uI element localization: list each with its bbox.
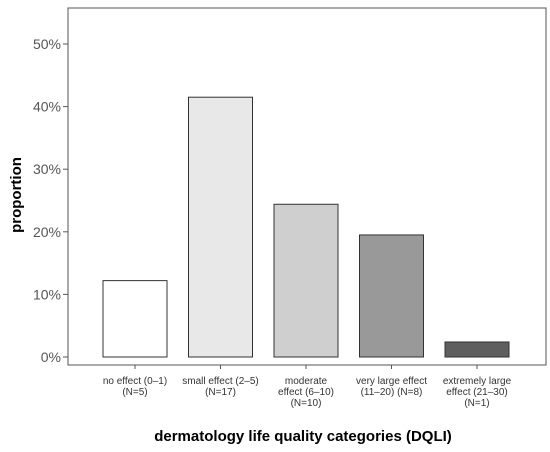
bar (102, 280, 168, 358)
x-category-label: very large effect (11–20) (N=8) (356, 376, 427, 398)
x-category-label: moderate effect (6–10) (N=10) (278, 376, 334, 409)
y-axis-title: proportion (8, 157, 25, 233)
x-axis-categories: no effect (0–1) (N=5) small effect (2–5) (N… (103, 365, 512, 409)
x-category-label: extremely large effect (21–30) (N=1) (443, 376, 512, 409)
y-tick-label: 10% (33, 286, 61, 302)
y-tick-label: 30% (33, 161, 61, 177)
x-category-label: small effect (2–5) (N=17) (182, 376, 259, 398)
x-category-label: no effect (0–1) (N=5) (103, 376, 167, 398)
bars-group (102, 96, 510, 358)
y-tick-label: 0% (41, 349, 61, 365)
bar (188, 96, 253, 358)
bar (444, 341, 510, 358)
y-tick-label: 50% (33, 36, 61, 52)
bar (359, 234, 424, 358)
x-axis-title: dermatology life quality categories (DQL… (154, 428, 452, 445)
y-tick-label: 40% (33, 99, 61, 115)
y-tick-label: 20% (33, 224, 61, 240)
y-axis: 0% 10% 20% 30% 40% 50% (33, 36, 68, 365)
bar (273, 203, 339, 358)
